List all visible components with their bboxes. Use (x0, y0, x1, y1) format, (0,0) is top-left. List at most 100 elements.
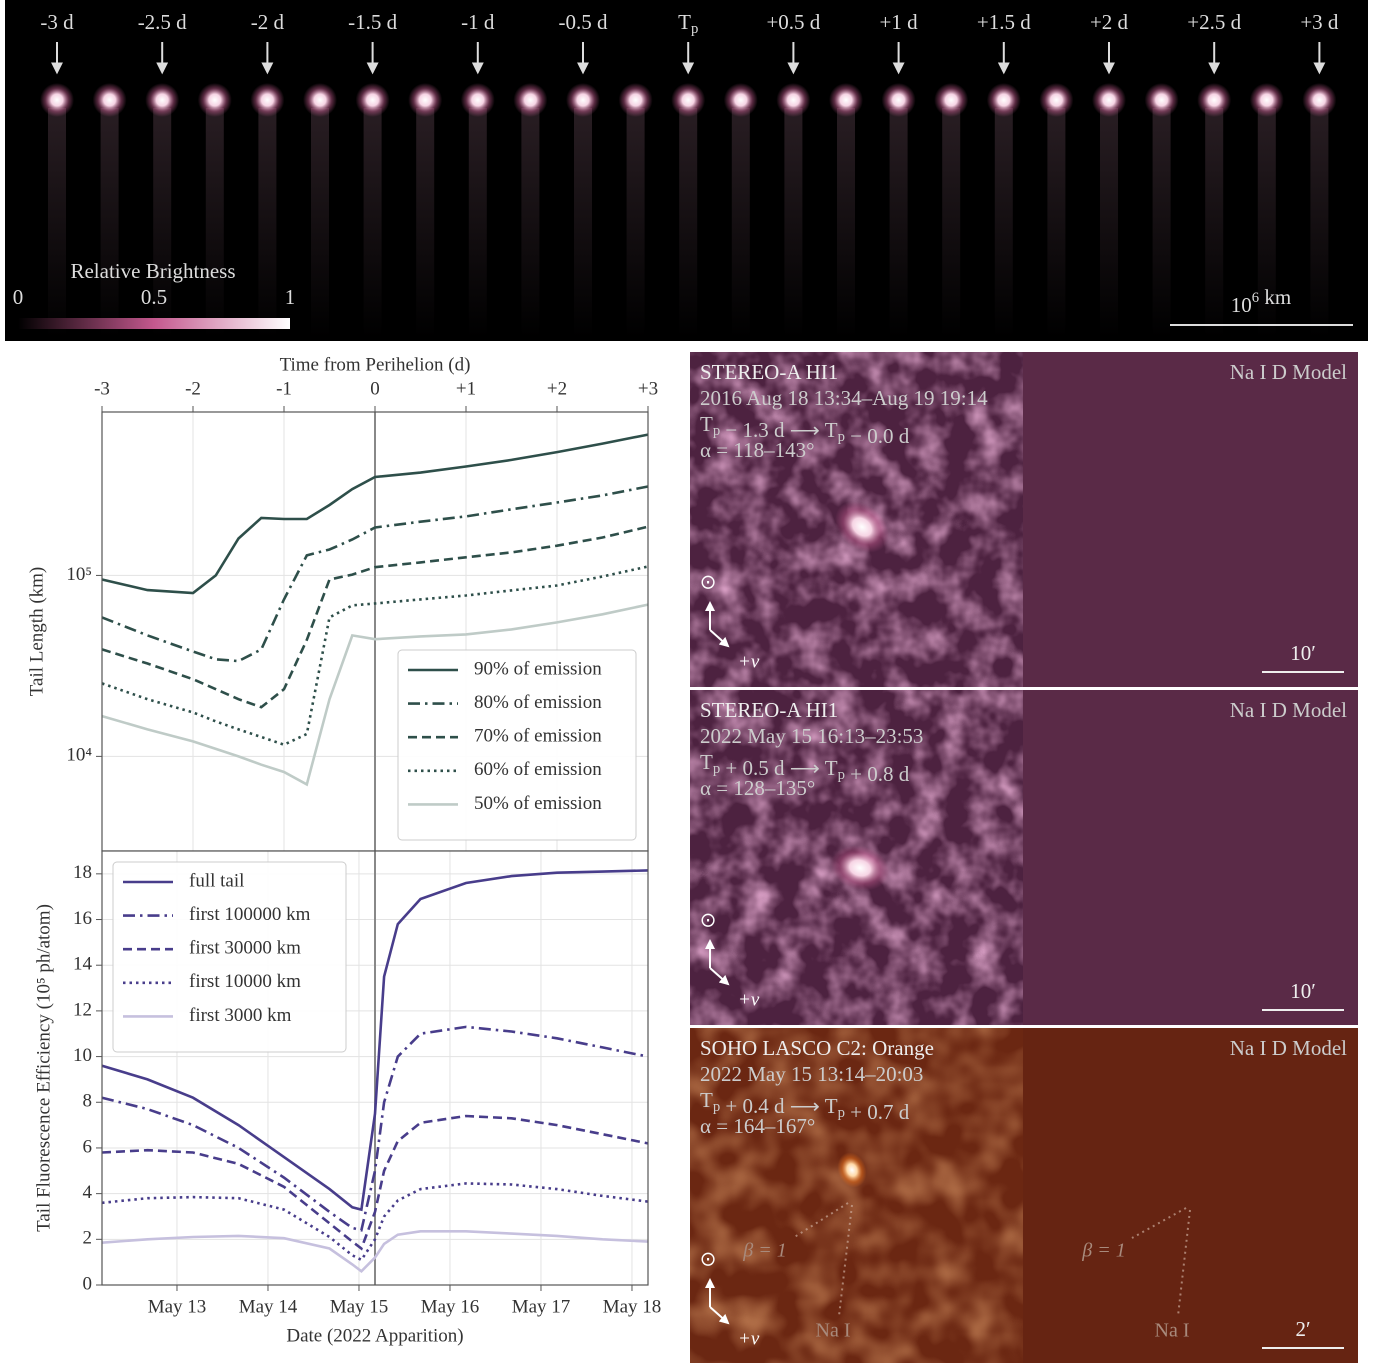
y-tick-label: 14 (73, 954, 93, 975)
y-tick-label: 16 (73, 908, 92, 929)
y-tick-label: 10⁵ (66, 564, 92, 585)
text-part: km (1259, 285, 1291, 309)
text-part: + 0.8 d (845, 762, 910, 786)
legend-label: first 3000 km (189, 1005, 292, 1026)
phase-angle: α = 128–135° (700, 776, 815, 800)
annotation-beta: β = 1 (742, 1240, 786, 1262)
comet-head (671, 83, 705, 117)
comet-head (934, 83, 968, 117)
comet-tail (995, 108, 1013, 338)
x-tick-label: May 13 (148, 1296, 207, 1317)
comet-tail (942, 108, 960, 338)
epoch-label: -1.5 d (348, 10, 397, 34)
x-tick-label: May 14 (239, 1296, 298, 1317)
x-tick-label: +2 (547, 378, 567, 399)
epoch-label: +2 d (1090, 10, 1129, 34)
epoch-label: -0.5 d (559, 10, 608, 34)
text-part: T (700, 1088, 713, 1112)
comet-head (566, 83, 600, 117)
velocity-label: +v (738, 651, 760, 672)
text-part: + 0.7 d (845, 1100, 910, 1124)
sun-symbol: ⊙ (700, 908, 717, 932)
epoch-label: +3 d (1300, 10, 1339, 34)
text-part: T (825, 756, 838, 780)
annotation-beta: β = 1 (1081, 1240, 1125, 1262)
comet-head (356, 83, 390, 117)
x-tick-label: May 16 (421, 1296, 480, 1317)
colorbar-tick-label: 1 (285, 285, 296, 309)
comet-tail (1100, 108, 1118, 338)
y-tick-label: 0 (83, 1273, 93, 1294)
y-axis-title: Tail Length (km) (26, 567, 47, 697)
comet-head (513, 83, 547, 117)
x-axis-title: Time from Perihelion (d) (280, 354, 471, 375)
y-tick-label: 18 (73, 862, 92, 883)
x-tick-label: +3 (638, 378, 658, 399)
epoch-label: +1.5 d (977, 10, 1031, 34)
legend-label: 70% of emission (474, 726, 602, 747)
comet-tail (416, 108, 434, 338)
model-label: Na I D Model (1230, 1036, 1347, 1060)
model-image (1023, 1028, 1358, 1363)
comet-tail (101, 108, 119, 338)
figure: -3 d-2.5 d-2 d-1.5 d-1 d-0.5 dTp+0.5 d+1… (0, 0, 1377, 1363)
x-tick-label: +1 (456, 378, 476, 399)
comet-tail (732, 108, 750, 338)
instrument-title: STEREO-A HI1 (700, 360, 838, 384)
comet-head (987, 83, 1021, 117)
phase-angle: α = 118–143° (700, 438, 814, 462)
subscript: p (691, 21, 698, 37)
comet-tail (890, 108, 908, 338)
epoch-label: -3 d (40, 10, 74, 34)
comet-head (250, 83, 284, 117)
y-tick-label: 8 (83, 1091, 93, 1112)
sun-symbol: ⊙ (700, 1247, 717, 1271)
comet-tail (1205, 108, 1223, 338)
epoch-label: +2.5 d (1187, 10, 1241, 34)
x-tick-label: May 15 (330, 1296, 389, 1317)
comet-tail (1047, 108, 1065, 338)
comet-head (303, 83, 337, 117)
comet-head (408, 83, 442, 117)
scale-bar-label: 2′ (1295, 1317, 1310, 1341)
text-part: T (825, 418, 838, 442)
legend-label: 90% of emission (474, 658, 602, 679)
x-axis-title: Date (2022 Apparition) (286, 1325, 463, 1346)
comet-head (829, 83, 863, 117)
comet-tail (679, 108, 697, 338)
sun-symbol: ⊙ (700, 570, 717, 594)
model-image (1023, 352, 1358, 687)
model-image (1023, 690, 1358, 1025)
text-part: − 0.0 d (845, 424, 910, 448)
comet-tail (48, 108, 66, 338)
comet-head (145, 83, 179, 117)
annotation-na: Na I (816, 1320, 851, 1342)
comet-tail (364, 108, 382, 338)
observation-date: 2016 Aug 18 13:34–Aug 19 19:14 (700, 386, 988, 410)
x-tick-label: May 18 (603, 1296, 662, 1317)
comet-tail (1153, 108, 1171, 338)
legend-label: 80% of emission (474, 692, 602, 713)
instrument-title: SOHO LASCO C2: Orange (700, 1036, 934, 1060)
comet-head (776, 83, 810, 117)
comet-head (1302, 83, 1336, 117)
annotation-na: Na I (1155, 1320, 1190, 1342)
legend-label: 60% of emission (474, 759, 602, 780)
comet-tail (837, 108, 855, 338)
epoch-label: +0.5 d (766, 10, 820, 34)
comet-tail (258, 108, 276, 338)
colorbar-tick-label: 0.5 (141, 285, 167, 309)
epoch-label: -2 d (251, 10, 285, 34)
comet-head (93, 83, 127, 117)
comet-head (461, 83, 495, 117)
comet-head (619, 83, 653, 117)
subscript: p (838, 429, 845, 445)
instrument-title: STEREO-A HI1 (700, 698, 838, 722)
y-axis-title: Tail Fluorescence Efficiency (10⁵ ph/ato… (33, 904, 54, 1232)
legend-label: first 100000 km (189, 904, 311, 925)
comet-tail (574, 108, 592, 338)
x-tick-label: -3 (94, 378, 110, 399)
x-tick-label: May 17 (512, 1296, 571, 1317)
epoch-label: +1 d (880, 10, 919, 34)
text-part: T (678, 10, 691, 34)
